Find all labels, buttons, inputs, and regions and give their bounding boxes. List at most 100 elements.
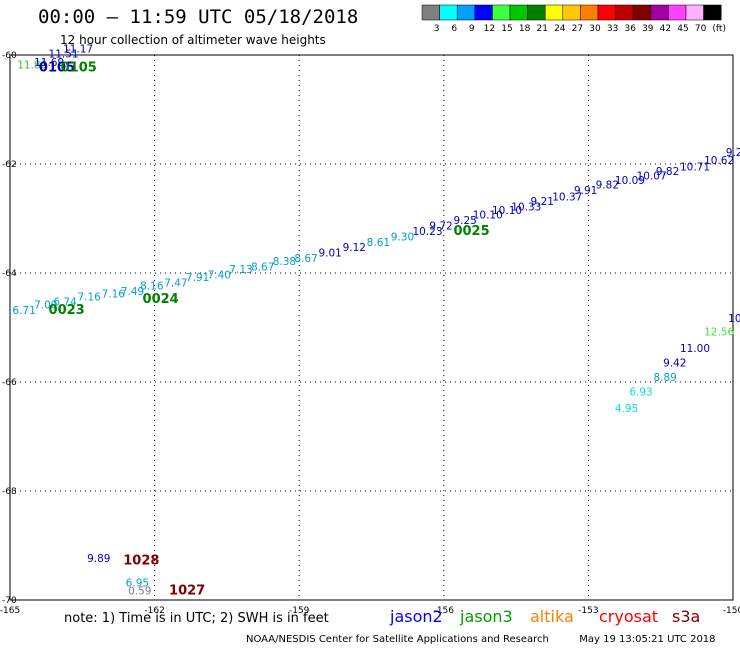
- colorbar-tick-label: 27: [572, 24, 583, 34]
- wave-height-label: 11.69: [34, 57, 64, 69]
- longitude-tick-label: -159: [289, 606, 310, 616]
- wave-height-label: 11.17: [63, 43, 93, 55]
- colorbar-swatch: [562, 4, 581, 21]
- wave-height-label: 8.16: [140, 280, 164, 292]
- wave-height-label: 10.62: [704, 155, 734, 167]
- wave-height-label: 7.16: [102, 289, 126, 301]
- graticule: [10, 55, 733, 600]
- wave-height-label: 11.51: [49, 49, 79, 61]
- wave-height-label: 10.10: [492, 205, 522, 217]
- wave-height-label: 9.72: [429, 220, 452, 232]
- wave-height-label: 9.82: [656, 166, 679, 178]
- wave-height-label: 10.07: [637, 170, 667, 182]
- axis-ticks: -165 -162 -159 -156 -153 -150 -60 -62 -64 -66 -68 -…: [0, 51, 740, 616]
- colorbar-tick-label: 45: [677, 24, 688, 34]
- latitude-tick-label: -68: [2, 487, 17, 497]
- longitude-tick-label: -165: [0, 606, 20, 616]
- colorbar-swatch: [474, 4, 493, 21]
- longitude-tick-label: -153: [578, 606, 598, 616]
- wave-height-label: 7.16: [77, 291, 101, 303]
- map-subtitle: 12 hour collection of altimeter wave hei…: [60, 33, 326, 47]
- legend-cryosat: cryosat: [599, 607, 659, 626]
- colorbar: 3 6 9 12 15 18 21 24 27 30 33 36 39 42 45 70 (ft): [421, 4, 726, 34]
- colorbar-tick-label: 21: [536, 24, 547, 34]
- latitude-tick-label: -70: [2, 596, 17, 606]
- colorbar-swatch: [615, 4, 634, 21]
- wave-height-label: 11.00: [680, 343, 710, 355]
- pass-time-label: 0023: [49, 303, 85, 318]
- wave-height-label: 8.67: [294, 253, 317, 265]
- wave-height-label: 8.89: [653, 372, 676, 384]
- colorbar-swatch: [685, 4, 704, 21]
- generated-timestamp: May 19 13:05:21 UTC 2018: [579, 634, 716, 645]
- colorbar-tick-label: 33: [607, 24, 618, 34]
- wave-height-label: 6.93: [629, 387, 652, 399]
- wave-height-label: 10.23: [412, 226, 442, 238]
- wave-height-label: 9.30: [391, 231, 414, 243]
- colorbar-swatch: [544, 4, 564, 21]
- wave-height-label: 6.74: [53, 297, 77, 309]
- wave-height-label: 9.29: [726, 147, 740, 159]
- colorbar-tick-label: 3: [434, 24, 440, 34]
- map-frame: [9, 54, 734, 601]
- colorbar-swatch: [597, 4, 616, 21]
- wave-height-label: 7.47: [164, 278, 187, 290]
- wave-height-label: 8.38: [273, 256, 296, 268]
- longitude-tick-label: -150: [723, 606, 740, 616]
- colorbar-swatch: [632, 4, 652, 21]
- colorbar-tick-label: 12: [484, 24, 495, 34]
- latitude-tick-label: -60: [2, 51, 17, 61]
- wave-height-label: 9.01: [318, 248, 341, 260]
- credit-text: NOAA/NESDIS Center for Satellite Applica…: [246, 634, 549, 645]
- wave-height-label: 10.33: [511, 201, 541, 213]
- wave-height-label: 4.95: [615, 403, 638, 415]
- map-border: [9, 54, 734, 601]
- units-note: note: 1) Time is in UTC; 2) SWH is in fe…: [64, 611, 329, 626]
- wave-height-label: 7.40: [208, 269, 231, 281]
- wave-height-label: 12.56: [704, 327, 734, 339]
- colorbar-tick-label: 70: [695, 24, 707, 34]
- wave-height-label: 9.12: [343, 242, 366, 254]
- wave-height-label: 9.82: [596, 180, 619, 192]
- wave-height-label: 10.71: [680, 162, 710, 174]
- colorbar-swatch: [668, 4, 687, 21]
- wave-height-label: 11.80: [17, 60, 47, 72]
- wave-height-label: 8.61: [367, 237, 390, 249]
- pass-time-label: 1027: [169, 584, 205, 599]
- pass-time-label: 0024: [143, 292, 179, 307]
- wave-height-label: 9.91: [574, 185, 597, 197]
- legend-jason2: jason2: [390, 607, 443, 626]
- wave-height-label: 8.67: [251, 261, 274, 273]
- colorbar-tick-label: 6: [451, 24, 457, 34]
- map-title: 00:00 – 11:59 UTC 05/18/2018: [38, 6, 359, 28]
- wave-height-label: 10.10: [473, 210, 503, 222]
- colorbar-tick-label: 15: [501, 24, 512, 34]
- latitude-tick-label: -62: [2, 160, 17, 170]
- wave-height-label: 7.00: [34, 299, 57, 311]
- colorbar-tick-label: 42: [660, 24, 671, 34]
- legend-altika: altika: [530, 607, 574, 626]
- wave-height-label: 7.49: [121, 286, 144, 298]
- pass-time-label: 0105: [39, 60, 75, 75]
- colorbar-swatch: [527, 4, 546, 21]
- colorbar-swatch: [509, 4, 528, 21]
- wave-height-label: 0.59: [128, 586, 151, 598]
- colorbar-tick-label: 39: [642, 24, 654, 34]
- wave-height-label: 9.42: [663, 358, 686, 370]
- wave-height-label: 9.21: [531, 196, 554, 208]
- colorbar-unit: (ft): [712, 24, 726, 34]
- wave-height-label: 6.71: [12, 305, 35, 317]
- wave-height-label: 9.25: [453, 215, 476, 227]
- legend-jason3: jason3: [460, 607, 513, 626]
- colorbar-tick-label: 9: [469, 24, 475, 34]
- wave-height-label: 10.29: [728, 313, 740, 325]
- colorbar-tick-label: 24: [554, 24, 566, 34]
- colorbar-tick-label: 30: [589, 24, 601, 34]
- colorbar-swatch: [492, 4, 511, 21]
- colorbar-swatch: [439, 4, 458, 21]
- latitude-tick-label: -66: [2, 378, 17, 388]
- wave-height-label: 10.09: [615, 175, 645, 187]
